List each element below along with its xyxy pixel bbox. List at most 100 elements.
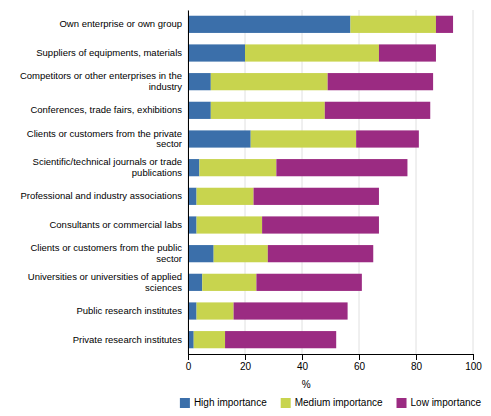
bar-segment (436, 16, 453, 33)
legend-item: High importance (180, 397, 267, 408)
tick: Consultants or commercial labs (49, 219, 188, 230)
bar-segment (188, 130, 251, 147)
bar-segment (188, 16, 350, 33)
tick: Own enterprise or own group (59, 18, 188, 29)
tick-label: Universities or universities of applieds… (28, 271, 182, 292)
tick-label: Suppliers of equipments, materials (36, 47, 182, 58)
tick-label-line: industry (149, 81, 183, 92)
bar-segment (188, 188, 197, 205)
tick-label: 100 (465, 361, 482, 372)
tick: Public research institutes (76, 305, 188, 316)
tick-label-line: Conferences, trade fairs, exhibitions (30, 104, 182, 115)
tick: 80 (411, 354, 423, 372)
bar-segment (188, 44, 245, 61)
tick-label: Clients or customers from the publicsect… (30, 242, 182, 263)
tick: Clients or customers from the privatesec… (27, 128, 188, 149)
tick-label: Own enterprise or own group (59, 18, 182, 29)
tick: 100 (465, 354, 482, 372)
tick-label: 40 (297, 361, 309, 372)
bar-segment (188, 216, 197, 233)
y-axis: Own enterprise or own group Suppliers of … (20, 11, 189, 355)
grid (188, 10, 473, 354)
tick-label: Scientific/technical journals or tradepu… (33, 156, 183, 177)
tick-label: 80 (411, 361, 423, 372)
tick-label: Competitors or other enterprises in thei… (20, 70, 182, 91)
axis-line (189, 355, 474, 361)
tick-mark (188, 354, 189, 360)
tick-label-line: Clients or customers from the public (30, 242, 182, 253)
series (188, 16, 350, 349)
legend-label: High importance (194, 397, 267, 408)
bar-segment (234, 302, 348, 319)
tick-label-line: sciences (145, 282, 182, 293)
tick-mark (245, 354, 246, 360)
tick: 40 (297, 354, 309, 372)
tick: Professional and industry associations (20, 190, 188, 201)
tick-label-line: Scientific/technical journals or trade (33, 156, 182, 167)
bar-segment (197, 188, 254, 205)
bar-segment (202, 274, 256, 291)
tick-mark (302, 354, 303, 360)
bar-segment (211, 73, 328, 90)
tick-label: 60 (354, 361, 366, 372)
legend-swatch (180, 398, 190, 408)
bar-segment (245, 44, 379, 61)
tick-label-line: Own enterprise or own group (59, 18, 182, 29)
grid-line (188, 10, 189, 354)
bar-segment (188, 73, 211, 90)
bar-segment (268, 245, 373, 262)
tick-label: Conferences, trade fairs, exhibitions (30, 104, 182, 115)
tick-label-line: Public research institutes (76, 305, 182, 316)
bar-segment (251, 130, 356, 147)
tick: 60 (354, 354, 366, 372)
tick: 20 (240, 354, 252, 372)
tick-mark (416, 354, 417, 360)
tick: Universities or universities of applieds… (28, 271, 188, 292)
grid-line (473, 10, 474, 354)
tick: Competitors or other enterprises in thei… (20, 70, 188, 91)
legend-swatch (281, 398, 291, 408)
legend-item: Medium importance (281, 397, 383, 408)
tick-label: Professional and industry associations (20, 190, 182, 201)
bar-segment (194, 331, 225, 348)
legend-swatch (397, 398, 407, 408)
tick-label-line: sector (156, 253, 182, 264)
tick-label-line: Clients or customers from the private (27, 128, 182, 139)
bar-segment (188, 302, 197, 319)
tick-label: Private research institutes (73, 334, 183, 345)
tick: Suppliers of equipments, materials (36, 47, 188, 58)
tick-label-line: sector (156, 138, 182, 149)
bar-segment (350, 16, 436, 33)
tick-label-line: publications (132, 167, 182, 178)
tick-label-line: Professional and industry associations (20, 190, 182, 201)
tick: Private research institutes (73, 334, 188, 345)
tick-label: 20 (240, 361, 252, 372)
bar-segment (188, 159, 199, 176)
tick-label: Consultants or commercial labs (49, 219, 182, 230)
tick: Clients or customers from the publicsect… (30, 242, 188, 263)
axis-line (188, 11, 189, 355)
bar-segment (262, 216, 379, 233)
x-axis: 0 20 40 60 80 100 (186, 354, 483, 372)
tick-label: Clients or customers from the privatesec… (27, 128, 182, 149)
legend: High importanceMedium importanceLow impo… (180, 397, 482, 408)
series (194, 16, 436, 349)
bar-segment (188, 102, 211, 119)
bar-segment (328, 73, 433, 90)
series (225, 16, 453, 349)
tick: Scientific/technical journals or tradepu… (33, 156, 188, 177)
plot: 0 20 40 60 80 100 Own enterprise or own group S… (20, 10, 482, 390)
bar-segment (197, 302, 234, 319)
chart: 0 20 40 60 80 100 Own enterprise or own group S… (0, 0, 491, 416)
bar-segment (256, 274, 361, 291)
bar-segment (199, 159, 276, 176)
tick: Conferences, trade fairs, exhibitions (30, 104, 188, 115)
tick-label-line: Consultants or commercial labs (49, 219, 182, 230)
bar-segment (379, 44, 436, 61)
tick-label-line: Competitors or other enterprises in the (20, 70, 182, 81)
bar-segment (276, 159, 407, 176)
bars (188, 16, 453, 349)
bar-segment (188, 245, 214, 262)
bar-segment (356, 130, 419, 147)
tick-label: 0 (186, 361, 192, 372)
